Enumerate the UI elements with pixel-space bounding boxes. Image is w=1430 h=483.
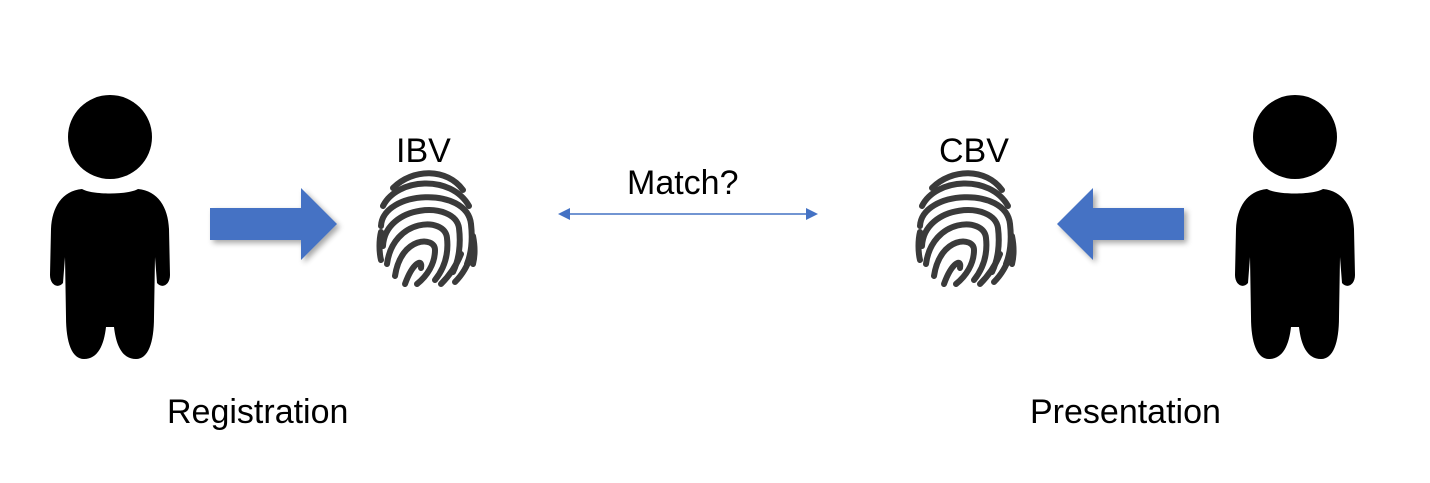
caption-right: Presentation (1030, 393, 1221, 431)
fingerprint-icon-left (380, 173, 475, 284)
comparison-label: Match? (627, 164, 739, 202)
match-connector-arrow (558, 208, 818, 220)
caption-left: Registration (167, 393, 349, 431)
arrow-left-icon (1057, 188, 1184, 260)
template-label-right: CBV (939, 132, 1009, 170)
template-label-left: IBV (396, 132, 451, 170)
person-icon-left (50, 95, 170, 359)
person-icon-right (1235, 95, 1355, 359)
arrow-right-icon (210, 188, 337, 260)
fingerprint-icon-right (919, 173, 1014, 284)
